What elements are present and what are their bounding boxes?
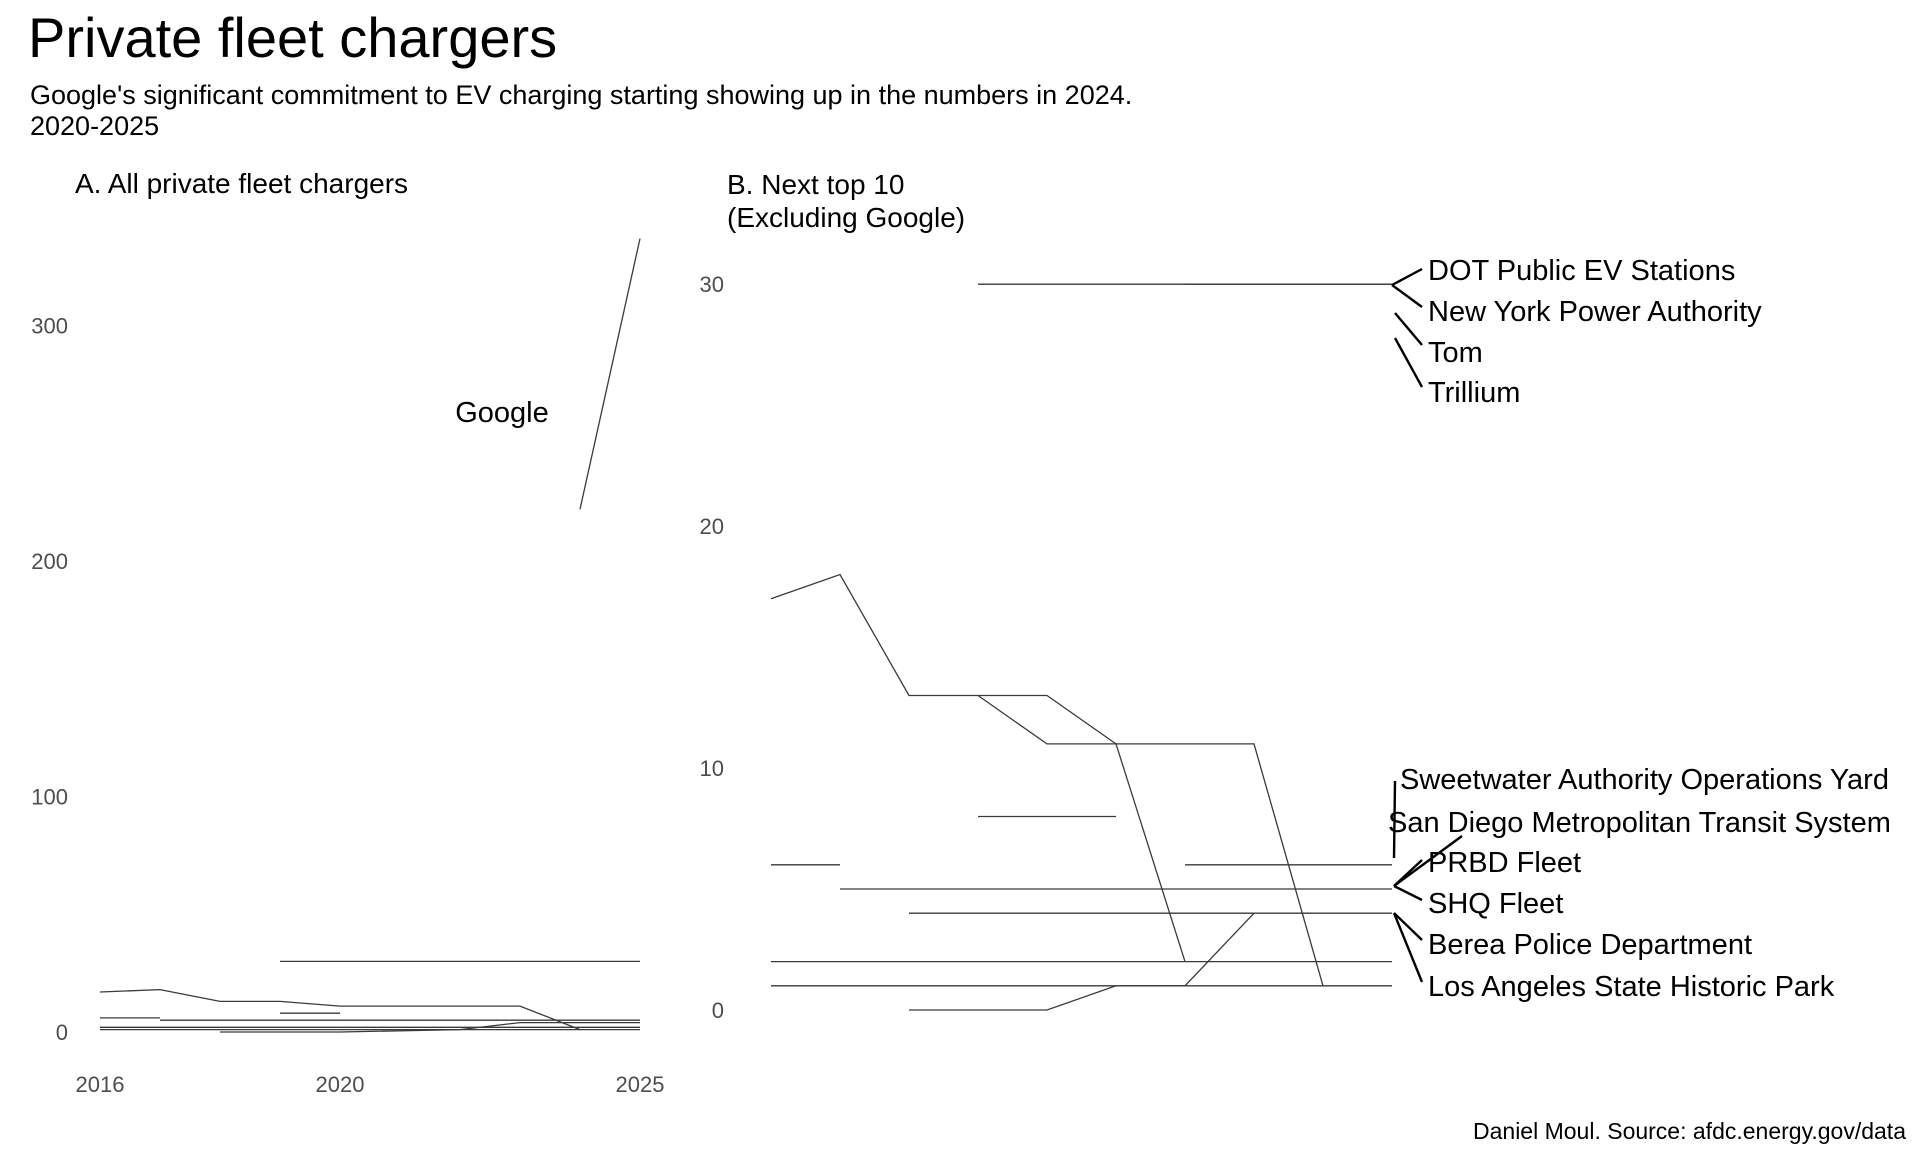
series-label-shq-fleet: SHQ Fleet [1428,888,1563,920]
leader-line-prbd-fleet [1393,859,1423,887]
panel-a-x-tick-2016: 2016 [76,1072,125,1097]
panel-a-y-tick-0: 0 [56,1020,68,1045]
series-label-berea-police-department: Berea Police Department [1428,929,1752,961]
series-label-sweetwater-authority-operations-yard: Sweetwater Authority Operations Yard [1400,764,1889,796]
panel-a-title: A. All private fleet chargers [75,168,409,199]
leader-line-new-york-power-authority [1391,284,1423,308]
panel-a-x-tick-2020: 2020 [316,1072,365,1097]
panel-a-plot: 0 100 200 300 2016 2020 2025 Google [31,238,665,1097]
panel-b-series-declining-fleet-b [978,694,1324,986]
subtitle-line-2: 2020-2025 [30,111,160,141]
series-label-los-angeles-state-historic-park: Los Angeles State Historic Park [1428,971,1835,1003]
panel-a-y-tick-300: 300 [31,314,68,339]
series-label-new-york-power-authority: New York Power Authority [1428,296,1762,328]
page-title: Private fleet chargers [28,6,558,69]
leader-line-trillium [1393,337,1424,388]
subtitle-line-1: Google's significant commitment to EV ch… [30,80,1133,110]
leader-line-tom [1394,312,1423,346]
panel-a-google-label: Google [455,397,549,429]
leader-line-shq-fleet [1393,884,1423,902]
panel-b-title-line-2: (Excluding Google) [727,202,966,233]
leader-line-sweetwater-authority-operations-yard [1392,780,1397,859]
series-label-san-diego-metropolitan-transit-system: San Diego Metropolitan Transit System [1388,807,1891,839]
panel-a-series-declining-fleet [99,988,581,1031]
panel-b-series-rising-fleet [909,912,1255,1011]
leader-line-berea-police-department [1393,912,1423,941]
subtitle: Google's significant commitment to EV ch… [30,80,1132,142]
panel-b-title: B. Next top 10 (Excluding Google) [727,168,965,234]
panel-b-y-tick-10: 10 [700,756,724,781]
leader-line-los-angeles-state-historic-park [1392,912,1424,983]
panel-b-y-tick-30: 30 [700,272,724,297]
series-label-trillium: Trillium [1428,377,1520,409]
panel-b-title-line-1: B. Next top 10 [727,169,905,200]
series-label-tom: Tom [1428,337,1483,369]
panel-a-series-fleet-8 [220,1021,640,1033]
leader-line-san-diego-metropolitan-transit-system [1393,835,1463,887]
panel-a-y-tick-200: 200 [31,549,68,574]
series-label-prbd-fleet: PRBD Fleet [1428,847,1581,879]
panel-b-y-tick-0: 0 [712,998,724,1023]
panel-a-x-tick-2025: 2025 [616,1072,665,1097]
panel-b-series-declining-fleet-a [770,573,1186,962]
panel-b-y-tick-20: 20 [700,514,724,539]
source-caption: Daniel Moul. Source: afdc.energy.gov/dat… [1473,1118,1906,1144]
panel-a-y-tick-100: 100 [31,785,68,810]
panel-a-series-google [579,238,641,510]
leader-line-dot-public-ev-stations [1391,267,1423,287]
series-label-dot-public-ev-stations: DOT Public EV Stations [1428,255,1735,287]
panel-b-plot: 0 10 20 30 DOT Public EV Stations New York Po… [700,255,1891,1023]
